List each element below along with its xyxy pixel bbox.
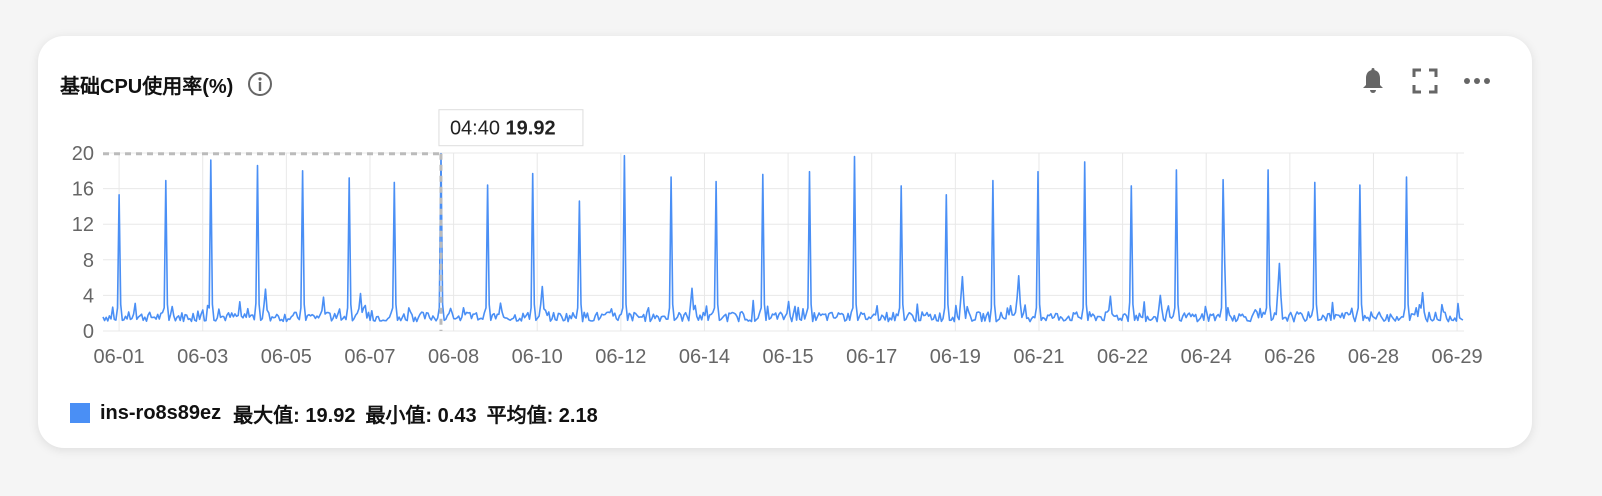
y-tick-label: 12	[72, 214, 94, 236]
x-tick-label: 06-10	[512, 346, 563, 368]
legend-avg: 平均值: 2.18	[486, 404, 598, 427]
tooltip-time: 04:40	[450, 118, 506, 140]
tooltip-box	[438, 109, 584, 147]
x-tick-label: 06-08	[428, 346, 479, 368]
x-tick-label: 06-12	[595, 346, 646, 368]
x-tick-label: 06-17	[846, 346, 897, 368]
x-tick-label: 06-22	[1097, 346, 1148, 368]
y-tick-label: 0	[83, 321, 94, 343]
legend-min: 最小值: 0.43	[365, 404, 477, 427]
panel-header: 基础CPU使用率(%)	[60, 68, 273, 100]
chart-legend[interactable]: ins-ro8s89ez 最大值: 19.92 最小值: 0.43 平均值: 2…	[70, 398, 608, 428]
x-tick-label: 06-24	[1181, 346, 1232, 368]
x-tick-label: 06-21	[1013, 346, 1064, 368]
x-tick-label: 06-14	[679, 346, 730, 368]
x-tick-label: 06-03	[177, 346, 228, 368]
tooltip-text: 04:40 19.92	[450, 118, 556, 140]
y-tick-label: 16	[72, 179, 94, 201]
x-tick-label: 06-07	[344, 346, 395, 368]
chart-card: 0 4 8 12 16 20 06-01 06-03 06-05 06-07 06-08 06-10 0…	[38, 36, 1532, 448]
panel-actions	[1358, 66, 1492, 96]
info-icon[interactable]	[247, 71, 273, 97]
hover-tooltip: 04:40 19.92	[438, 109, 584, 147]
x-tick-label: 06-05	[261, 346, 312, 368]
panel-title: 基础CPU使用率(%)	[60, 75, 234, 98]
fullscreen-icon[interactable]	[1410, 66, 1440, 96]
x-tick-label: 06-15	[763, 346, 814, 368]
x-tick-label: 06-29	[1432, 346, 1483, 368]
x-tick-label: 06-26	[1264, 346, 1315, 368]
y-tick-label: 4	[83, 285, 94, 307]
y-tick-label: 20	[72, 143, 94, 165]
legend-series-name: ins-ro8s89ez	[100, 401, 222, 424]
series-line[interactable]	[102, 152, 1464, 323]
x-tick-label: 06-19	[930, 346, 981, 368]
y-tick-label: 8	[83, 250, 94, 272]
x-tick-label: 06-01	[94, 346, 145, 368]
legend-swatch	[70, 403, 90, 423]
more-icon[interactable]	[1462, 66, 1492, 96]
tooltip-value: 19.92	[506, 118, 556, 140]
line-chart[interactable]: 0 4 8 12 16 20 06-01 06-03 06-05 06-07 06-08 06-10 0…	[38, 36, 1532, 448]
legend-max: 最大值: 19.92	[233, 404, 356, 427]
bell-icon[interactable]	[1358, 66, 1388, 96]
x-tick-label: 06-28	[1348, 346, 1399, 368]
